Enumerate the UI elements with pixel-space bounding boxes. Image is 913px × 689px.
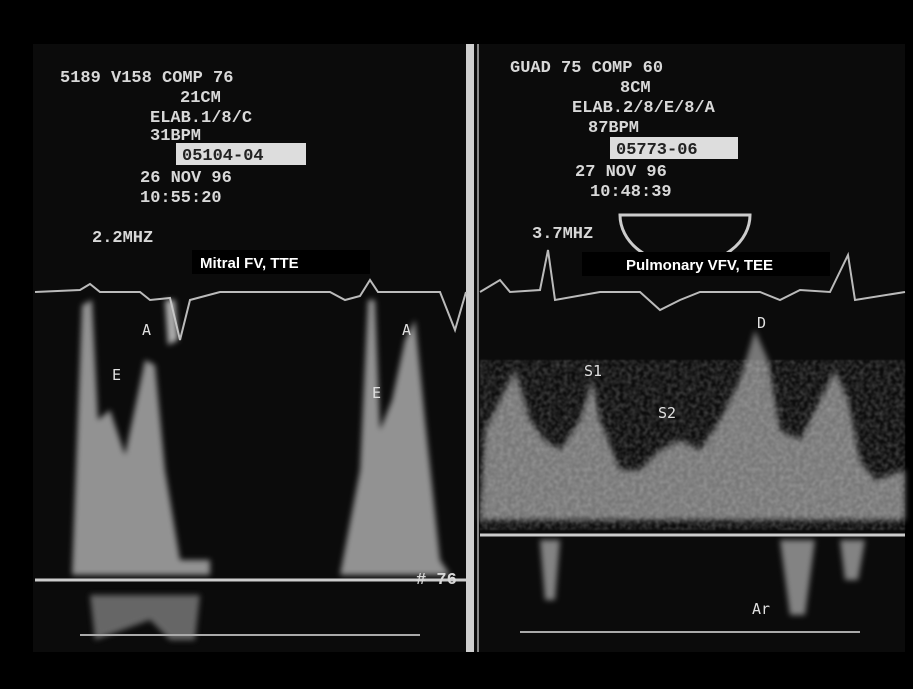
wave-label: S1	[584, 362, 602, 380]
caption: Mitral FV, TTE	[200, 255, 299, 272]
wave-label: D	[757, 314, 766, 332]
wave-label: S2	[658, 404, 676, 422]
wave-label: E	[372, 384, 381, 402]
screen-text: 3.7MHZ	[532, 225, 593, 244]
screen-text: 05773-06	[616, 141, 698, 160]
screen-text: ELAB.2/8/E/8/A	[572, 99, 716, 118]
screen-text: 2.2MHZ	[92, 229, 153, 248]
screen-text: 27 NOV 96	[575, 163, 667, 182]
caption: Pulmonary VFV, TEE	[626, 257, 773, 274]
screen-text: 8CM	[620, 79, 651, 98]
screen-text: 87BPM	[588, 119, 639, 138]
screen-text: 5189 V158 COMP 76	[60, 69, 233, 88]
echo-image: 5189 V158 COMP 76 21CM ELAB.1/8/C 31BPM …	[0, 0, 913, 689]
screen-text: # 76	[416, 571, 457, 590]
screen-text: 26 NOV 96	[140, 169, 232, 188]
wave-label: E	[112, 366, 121, 384]
wave-label: Ar	[752, 600, 770, 618]
screen-text: 10:48:39	[590, 183, 672, 202]
wave-label: A	[142, 321, 151, 339]
wave-label: A	[402, 321, 411, 339]
speckle	[480, 360, 905, 530]
screen-text: 05104-04	[182, 147, 264, 166]
divider	[466, 44, 474, 652]
screen-text: GUAD 75 COMP 60	[510, 59, 663, 78]
screen-text: 10:55:20	[140, 189, 222, 208]
screen-text: ELAB.1/8/C	[150, 109, 252, 128]
screen-text: 21CM	[180, 89, 221, 108]
